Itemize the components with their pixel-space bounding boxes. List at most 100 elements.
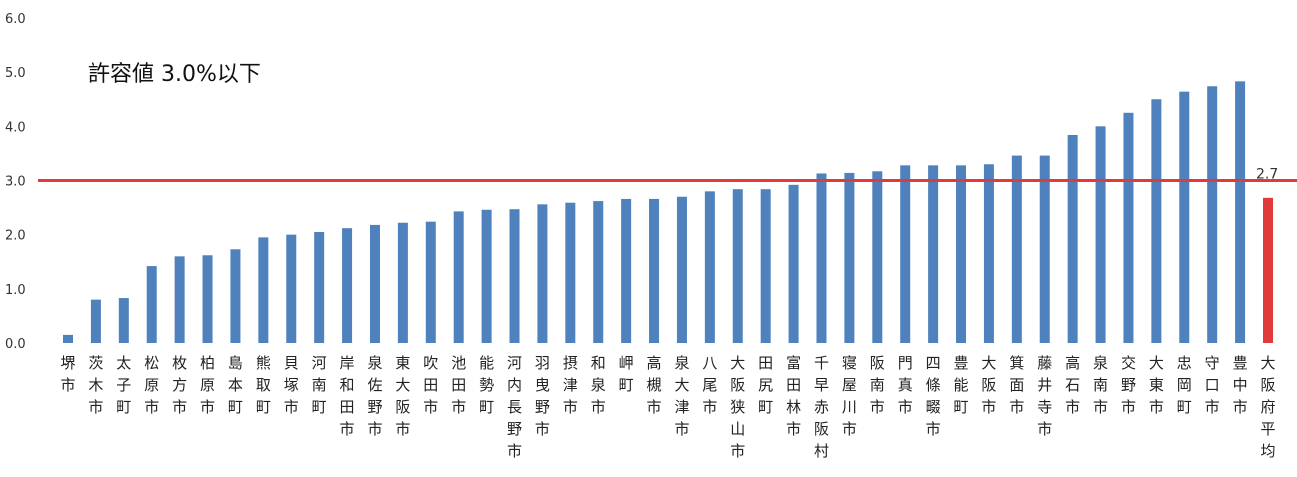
bar [342,228,353,343]
category-label: 守口市 [1205,354,1220,416]
bar [1039,155,1050,343]
bar [425,221,436,343]
category-label: 高石市 [1065,354,1080,416]
category-label: 岸和田市 [340,354,355,438]
bar [1179,91,1190,344]
bar [90,299,101,343]
bar [230,249,241,343]
bar [118,298,129,343]
bar [481,209,492,343]
bar [956,165,967,343]
bar [649,198,660,343]
bar [565,202,576,343]
bar [258,237,269,343]
category-label: 八尾市 [702,354,717,416]
category-label: 千早赤阪村 [814,354,829,460]
bar [928,165,939,343]
bar [453,211,464,343]
category-label: 河内長野市 [507,354,522,460]
category-label: 藤井寺市 [1037,354,1052,438]
bar [1151,99,1162,343]
category-label: 貝塚市 [284,354,299,416]
bar [1123,112,1134,344]
bar [537,204,548,343]
category-label: 島本町 [228,354,243,416]
bar [593,201,604,343]
category-label: 阪南市 [870,354,885,416]
category-label: 大阪市 [981,354,996,416]
y-tick-label: 1.0 [5,283,26,298]
category-label: 枚方市 [172,354,187,416]
bar [872,171,883,343]
category-label: 熊取町 [256,354,271,416]
category-label: 忠岡町 [1177,354,1192,416]
bar [146,266,157,343]
category-label: 泉南市 [1093,354,1108,416]
y-axis-ticks: 0.0 1.0 2.0 3.0 4.0 5.0 6.0 [5,12,26,352]
bar [760,189,771,343]
bar [286,234,297,343]
category-label: 交野市 [1121,354,1136,416]
category-label: 堺市 [60,354,75,394]
category-label: 大阪府平均 [1260,354,1275,460]
x-axis-labels: 堺市茨木市太子町松原市枚方市柏原市島本町熊取町貝塚市河南町岸和田市泉佐野市東大阪… [60,354,1275,460]
category-label: 河南町 [312,354,327,416]
category-label: 門真市 [898,354,913,416]
category-label: 寝屋川市 [842,354,857,438]
y-tick-label: 3.0 [5,175,26,190]
bar [314,231,325,343]
bar [202,255,213,343]
bar [1235,81,1246,343]
category-label: 富田林市 [786,354,801,438]
y-tick-label: 2.0 [5,229,26,244]
category-label: 泉佐野市 [367,354,382,438]
bar [704,191,715,343]
category-label: 豊中市 [1233,354,1248,416]
bar [676,196,687,343]
bar [63,334,73,343]
bar [509,209,520,343]
bar [732,189,743,343]
bar [1095,126,1106,343]
bar [816,173,827,343]
bar [900,165,911,343]
y-tick-label: 5.0 [5,66,26,81]
bar [788,184,799,343]
bar [983,164,994,343]
average-bar [1263,197,1273,343]
category-label: 泉大津市 [674,354,689,438]
y-tick-label: 0.0 [5,337,26,352]
bar [1011,155,1022,343]
category-label: 大阪狭山市 [730,354,745,460]
y-tick-label: 4.0 [5,120,26,135]
category-label: 大東市 [1149,354,1164,416]
category-label: 豊能町 [954,354,969,416]
category-label: 柏原市 [200,354,215,416]
category-label: 池田市 [451,354,466,416]
average-value-label: 2.7 [1256,167,1278,183]
category-label: 東大阪市 [395,354,410,438]
category-label: 松原市 [144,354,159,416]
bar [1067,135,1078,343]
category-label: 茨木市 [88,354,103,416]
category-label: 岬町 [619,354,634,394]
y-tick-label: 6.0 [5,12,26,27]
bar [1207,86,1218,343]
category-label: 太子町 [116,354,131,416]
bar [369,224,380,343]
bars [63,81,1273,344]
category-label: 摂津市 [563,354,578,416]
category-label: 和泉市 [591,354,606,416]
bar [397,222,408,343]
category-label: 高槻市 [647,354,662,416]
bar [844,172,855,343]
bar [174,256,185,343]
category-label: 能勢町 [479,354,494,416]
category-label: 四條畷市 [926,354,941,438]
category-label: 吹田市 [423,354,438,416]
category-label: 羽曳野市 [535,354,550,438]
tolerance-annotation: 許容値 3.0%以下 [88,62,261,87]
category-label: 田尻町 [758,354,773,416]
bar [621,198,632,343]
